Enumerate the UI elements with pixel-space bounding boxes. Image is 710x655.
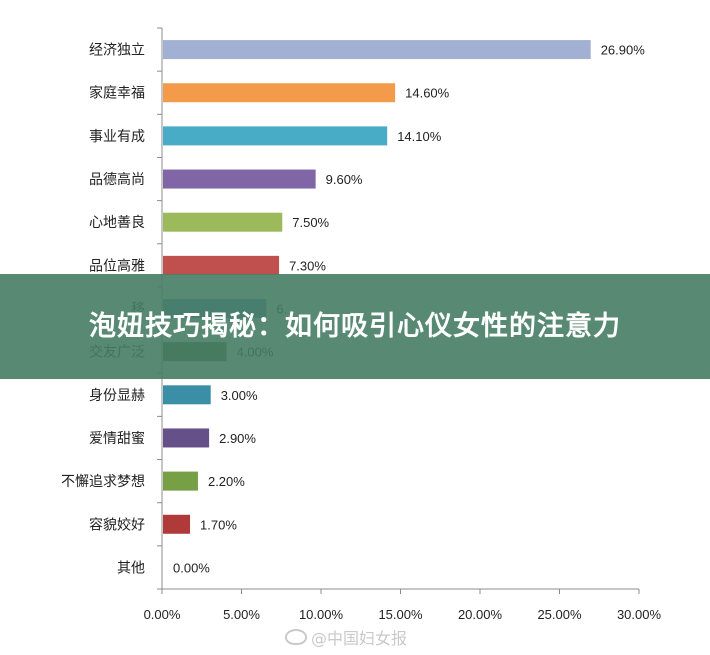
x-tick-label: 25.00%	[537, 607, 582, 622]
x-tick-label: 30.00%	[617, 607, 662, 622]
category-label: 家庭幸福	[89, 85, 145, 102]
value-label: 9.60%	[326, 172, 363, 187]
x-tick-label: 20.00%	[458, 607, 503, 622]
category-label: 爱情甜蜜	[89, 431, 145, 447]
chart-bars	[163, 40, 591, 534]
value-label: 26.90%	[601, 43, 646, 58]
value-label: 7.30%	[289, 258, 326, 273]
bar	[163, 255, 280, 275]
category-label: 事业有成	[89, 129, 145, 145]
bar	[163, 40, 591, 60]
x-tick-label: 15.00%	[378, 607, 423, 622]
value-label: 14.10%	[397, 129, 442, 144]
banner-title: 泡妞技巧揭秘：如何吸引心仪女性的注意力	[89, 310, 621, 342]
weibo-icon	[285, 629, 307, 645]
x-tick-labels: 0.00% 5.00% 10.00% 15.00% 20.00% 25.00% 30.00%	[144, 607, 662, 622]
value-label: 2.20%	[208, 474, 245, 489]
bar	[163, 212, 283, 232]
x-tick-label: 10.00%	[299, 607, 344, 622]
bar	[163, 514, 191, 534]
value-label: 14.60%	[405, 86, 450, 101]
category-label: 品位高雅	[89, 257, 145, 274]
x-tick-label: 5.00%	[223, 607, 260, 622]
value-label: 3.00%	[221, 388, 258, 403]
category-label: 容貌姣好	[89, 516, 145, 533]
bar	[163, 428, 210, 448]
watermark-text: @中国妇女报	[311, 629, 408, 648]
value-labels: 26.90%14.60%14.10%9.60%7.50%7.30%6.4.00%…	[173, 43, 645, 576]
bar	[163, 169, 316, 189]
category-label: 身份显赫	[89, 388, 145, 404]
category-label: 其他	[117, 560, 145, 576]
value-label: 1.70%	[200, 517, 237, 532]
value-label: 2.90%	[219, 431, 256, 446]
category-label: 不懈追求梦想	[61, 473, 145, 490]
bar	[163, 83, 396, 103]
category-label: 心地善良	[89, 215, 145, 231]
title-banner: 泡妞技巧揭秘：如何吸引心仪女性的注意力	[0, 274, 710, 379]
category-label: 品德高尚	[89, 171, 145, 188]
bar	[163, 385, 211, 405]
value-label: 7.50%	[292, 215, 329, 230]
value-label: 0.00%	[173, 560, 210, 575]
bar	[163, 471, 198, 491]
x-tick-label: 0.00%	[144, 607, 181, 622]
watermark: @中国妇女报	[285, 625, 407, 649]
category-label: 经济独立	[89, 43, 145, 59]
bar	[163, 126, 388, 146]
